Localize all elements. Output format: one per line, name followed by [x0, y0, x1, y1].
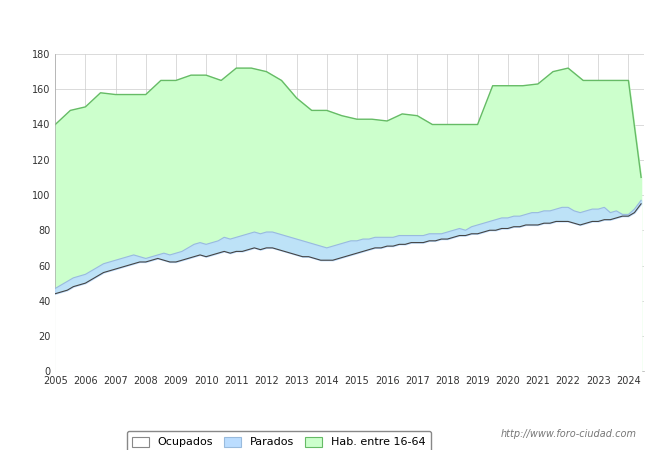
Text: http://www.foro-ciudad.com: http://www.foro-ciudad.com [501, 429, 637, 439]
Legend: Ocupados, Parados, Hab. entre 16-64: Ocupados, Parados, Hab. entre 16-64 [127, 431, 431, 450]
Text: Sierra de Luna - Evolucion de la poblacion en edad de Trabajar Mayo de 2024: Sierra de Luna - Evolucion de la poblaci… [82, 17, 568, 30]
